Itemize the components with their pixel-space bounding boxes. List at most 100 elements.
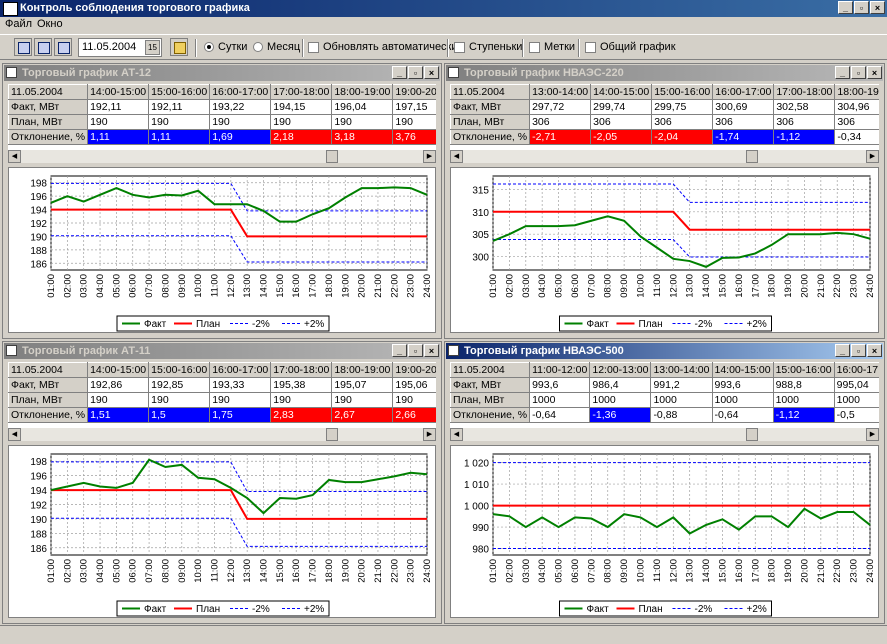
grid-cell[interactable]: 988,8 bbox=[772, 377, 835, 393]
grid-cell[interactable]: -2,05 bbox=[590, 129, 653, 145]
grid-cell[interactable]: 306 bbox=[590, 114, 653, 130]
grid-cell[interactable]: 991,2 bbox=[650, 377, 713, 393]
chart-window-titlebar[interactable]: Торговый график НВАЭС-500 _ ▫ × bbox=[446, 343, 883, 359]
grid-cell[interactable]: 306 bbox=[834, 114, 879, 130]
scroll-left-icon[interactable]: ◀ bbox=[8, 428, 21, 441]
column-header[interactable]: 13:00-14:00 bbox=[650, 362, 713, 378]
grid-cell[interactable]: 304,96 bbox=[834, 99, 879, 115]
grid-cell[interactable]: 2,67 bbox=[331, 407, 394, 423]
radio-month[interactable]: Месяц bbox=[253, 41, 300, 53]
window-minimize-button[interactable]: _ bbox=[835, 344, 850, 357]
grid-cell[interactable]: 1000 bbox=[589, 392, 652, 408]
grid-cell[interactable]: 2,18 bbox=[270, 129, 333, 145]
scroll-left-icon[interactable]: ◀ bbox=[450, 150, 463, 163]
window-close-button[interactable]: × bbox=[867, 66, 882, 79]
window-minimize-button[interactable]: _ bbox=[392, 344, 407, 357]
grid-cell[interactable]: 1000 bbox=[529, 392, 591, 408]
grid-cell[interactable]: 190 bbox=[87, 114, 150, 130]
column-header[interactable]: 17:00-18:00 bbox=[773, 84, 836, 100]
scroll-thumb[interactable] bbox=[326, 150, 338, 163]
window-close-button[interactable]: × bbox=[424, 66, 439, 79]
window-minimize-button[interactable]: _ bbox=[392, 66, 407, 79]
grid-cell[interactable]: 196,04 bbox=[331, 99, 394, 115]
column-header[interactable]: 18:00-19:00 bbox=[331, 362, 394, 378]
grid-cell[interactable]: 299,75 bbox=[651, 99, 714, 115]
scroll-left-icon[interactable]: ◀ bbox=[8, 150, 21, 163]
maximize-button[interactable]: ▫ bbox=[854, 1, 869, 14]
grid-cell[interactable]: 1,5 bbox=[148, 407, 211, 423]
grid-cell[interactable]: 995,04 bbox=[833, 377, 879, 393]
common-chart-checkbox[interactable]: Общий график bbox=[585, 41, 676, 53]
scroll-thumb[interactable] bbox=[746, 150, 758, 163]
grid-cell[interactable]: -1,36 bbox=[589, 407, 652, 423]
scroll-left-icon[interactable]: ◀ bbox=[450, 428, 463, 441]
grid-cell[interactable]: 2,66 bbox=[392, 407, 436, 423]
scroll-right-icon[interactable]: ▶ bbox=[423, 150, 436, 163]
column-header[interactable]: 14:00-15:00 bbox=[711, 362, 774, 378]
grid-cell[interactable]: 193,22 bbox=[209, 99, 272, 115]
grid-cell[interactable]: 306 bbox=[529, 114, 592, 130]
scroll-right-icon[interactable]: ▶ bbox=[866, 428, 879, 441]
chart-window-titlebar[interactable]: Торговый график АТ-11 _ ▫ × bbox=[4, 343, 440, 359]
window-maximize-button[interactable]: ▫ bbox=[851, 344, 866, 357]
grid-cell[interactable]: 190 bbox=[209, 392, 272, 408]
window-close-button[interactable]: × bbox=[867, 344, 882, 357]
grid-cell[interactable]: 190 bbox=[270, 392, 333, 408]
grid-cell[interactable]: 3,76 bbox=[392, 129, 436, 145]
chart-window-1[interactable]: Торговый график АТ-12 _ ▫ × 11.05.2004 14… bbox=[2, 63, 442, 339]
grid-cell[interactable]: 193,33 bbox=[209, 377, 272, 393]
grid-cell[interactable]: 195,06 bbox=[392, 377, 436, 393]
data-grid[interactable]: 11.05.2004 14:00-15:00 15:00-16:00 16:00-17… bbox=[8, 362, 436, 428]
grid-cell[interactable]: 190 bbox=[392, 114, 436, 130]
window-maximize-button[interactable]: ▫ bbox=[408, 344, 423, 357]
window-close-button[interactable]: × bbox=[424, 344, 439, 357]
column-header[interactable]: 16:00-17:00 bbox=[209, 84, 272, 100]
grid-cell[interactable]: 1,75 bbox=[209, 407, 272, 423]
scroll-thumb[interactable] bbox=[746, 428, 758, 441]
cascade-windows-button[interactable] bbox=[14, 38, 32, 56]
open-folder-button[interactable] bbox=[170, 38, 188, 56]
chart-window-3[interactable]: Торговый график АТ-11 _ ▫ × 11.05.2004 14… bbox=[2, 341, 442, 624]
close-button[interactable]: × bbox=[870, 1, 885, 14]
chart-window-titlebar[interactable]: Торговый график АТ-12 _ ▫ × bbox=[4, 65, 440, 81]
column-header[interactable]: 18:00-19:00 bbox=[331, 84, 394, 100]
column-header[interactable]: 14:00-15:00 bbox=[87, 84, 150, 100]
auto-update-checkbox[interactable]: Обновлять автоматически bbox=[308, 41, 458, 53]
grid-cell[interactable]: -1,12 bbox=[772, 407, 835, 423]
grid-cell[interactable]: 190 bbox=[148, 392, 211, 408]
grid-cell[interactable]: 195,07 bbox=[331, 377, 394, 393]
steps-box[interactable] bbox=[454, 41, 465, 53]
grid-cell[interactable]: -0,34 bbox=[834, 129, 879, 145]
tile-vertical-button[interactable] bbox=[54, 38, 72, 56]
grid-cell[interactable]: 300,69 bbox=[712, 99, 775, 115]
data-grid[interactable]: 11.05.2004 13:00-14:00 14:00-15:00 15:00-16… bbox=[450, 84, 879, 150]
calendar-icon[interactable]: 15 bbox=[145, 40, 160, 55]
grid-cell[interactable]: -0,5 bbox=[833, 407, 879, 423]
grid-cell[interactable]: 299,74 bbox=[590, 99, 653, 115]
column-header[interactable]: 15:00-16:00 bbox=[651, 84, 714, 100]
column-header[interactable]: 17:00-18:00 bbox=[270, 84, 333, 100]
horizontal-scrollbar[interactable]: ◀ ▶ bbox=[8, 150, 436, 163]
column-header[interactable]: 15:00-16:00 bbox=[148, 84, 211, 100]
grid-cell[interactable]: -1,12 bbox=[773, 129, 836, 145]
column-header[interactable]: 14:00-15:00 bbox=[87, 362, 150, 378]
grid-cell[interactable]: 197,15 bbox=[392, 99, 436, 115]
scroll-thumb[interactable] bbox=[326, 428, 338, 441]
column-header[interactable]: 15:00-16:00 bbox=[148, 362, 211, 378]
radio-day-indicator[interactable] bbox=[204, 42, 214, 52]
column-header[interactable]: 14:00-15:00 bbox=[590, 84, 653, 100]
grid-cell[interactable]: -2,04 bbox=[651, 129, 714, 145]
scroll-right-icon[interactable]: ▶ bbox=[866, 150, 879, 163]
grid-cell[interactable]: 302,58 bbox=[773, 99, 836, 115]
marks-box[interactable] bbox=[529, 41, 540, 53]
common-chart-box[interactable] bbox=[585, 41, 596, 53]
column-header[interactable]: 16:00-17:00 bbox=[833, 362, 879, 378]
column-header[interactable]: 12:00-13:00 bbox=[589, 362, 652, 378]
grid-cell[interactable]: 306 bbox=[651, 114, 714, 130]
grid-cell[interactable]: 190 bbox=[392, 392, 436, 408]
grid-cell[interactable]: 190 bbox=[148, 114, 211, 130]
column-header[interactable]: 16:00-17:00 bbox=[209, 362, 272, 378]
column-header[interactable]: 18:00-19:00 bbox=[834, 84, 879, 100]
grid-cell[interactable]: 306 bbox=[773, 114, 836, 130]
grid-cell[interactable]: 195,38 bbox=[270, 377, 333, 393]
